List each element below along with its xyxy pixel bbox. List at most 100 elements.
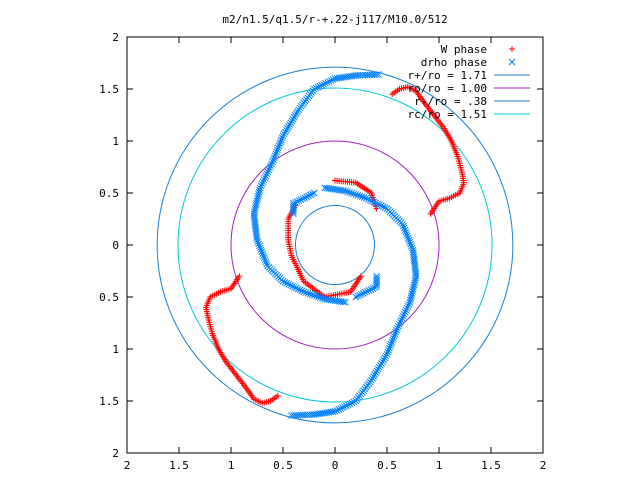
- drho-phase-point: [358, 290, 365, 298]
- w-phase-point: [509, 46, 515, 52]
- drho-phase-point: [267, 162, 275, 170]
- drho-phase-point: [348, 399, 356, 407]
- drho-phase-point: [382, 352, 390, 360]
- drho-phase-point: [369, 374, 376, 382]
- drho-phase-point: [374, 200, 381, 208]
- drho-phase-point: [331, 75, 339, 82]
- circles-layer: [156, 66, 514, 424]
- drho-phase-point: [270, 156, 277, 164]
- drho-phase-point: [305, 192, 312, 200]
- y-tick-label: 2: [112, 447, 119, 460]
- drho-phase-point: [365, 287, 373, 294]
- drho-phase-point: [398, 314, 406, 322]
- drho-phase-point: [257, 246, 265, 254]
- drho-phase-point: [403, 304, 411, 312]
- drho-phase-point: [316, 82, 324, 90]
- drho-phase-point: [402, 306, 410, 314]
- drho-phase-point: [360, 194, 368, 201]
- drho-phase-point: [377, 202, 385, 210]
- drho-phase-point: [297, 196, 305, 203]
- legend-label: r+/ro = 1.71: [408, 69, 487, 82]
- drho-phase-point: [387, 340, 395, 348]
- drho-phase-point: [405, 236, 413, 244]
- drho-phase-point: [281, 278, 289, 286]
- drho-phase-point: [264, 168, 272, 176]
- drho-phase-point: [397, 316, 405, 324]
- drho-phase-point: [366, 196, 374, 204]
- drho-phase-point: [342, 298, 349, 306]
- drho-phase-point: [400, 224, 408, 232]
- drho-phase-point: [287, 281, 294, 289]
- drho-phase-point: [260, 176, 268, 184]
- drho-phase-point: [342, 402, 350, 410]
- drho-phase-point: [403, 230, 410, 238]
- drho-phase-point: [370, 373, 377, 380]
- y-tick-label: 1: [112, 135, 119, 148]
- drho-phase-point: [352, 191, 360, 198]
- drho-phase-point: [381, 354, 389, 362]
- drho-phase-point: [276, 140, 284, 148]
- drho-phase-point: [404, 232, 411, 240]
- drho-phase-point: [399, 312, 407, 320]
- drho-phase-point: [396, 318, 404, 326]
- drho-phase-point: [262, 258, 270, 266]
- drho-phase-point: [339, 298, 347, 306]
- drho-phase-point: [400, 222, 407, 230]
- drho-phase-point: [368, 376, 375, 384]
- drho-phase-point: [409, 246, 417, 254]
- drho-phase-point: [302, 289, 310, 296]
- drho-phase-point: [395, 322, 402, 330]
- drho-phase-point: [291, 199, 299, 206]
- drho-phase-point: [273, 148, 280, 156]
- drho-phase-point: [312, 292, 320, 300]
- drho-phase-point: [284, 125, 291, 132]
- drho-phase-point: [257, 182, 265, 190]
- drho-phase-point: [268, 160, 275, 168]
- legend-label: drho phase: [421, 56, 487, 69]
- drho-phase-point: [408, 242, 415, 250]
- drho-phase-point: [339, 404, 346, 411]
- drho-phase-point: [362, 194, 370, 202]
- drho-phase-point: [289, 115, 297, 123]
- ref-circle: [230, 140, 440, 350]
- drho-phase-point: [253, 236, 261, 244]
- drho-phase-point: [395, 320, 403, 328]
- drho-phase-point: [408, 244, 416, 252]
- drho-phase-point: [289, 282, 296, 290]
- drho-phase-point: [275, 142, 283, 150]
- drho-phase-point: [350, 190, 358, 198]
- drho-phase-point: [259, 178, 267, 186]
- drho-phase-point: [346, 189, 353, 196]
- drho-phase-point: [261, 174, 269, 182]
- drho-phase-point: [346, 400, 354, 408]
- drho-phase-point: [319, 294, 326, 302]
- drho-phase-point: [272, 150, 280, 158]
- ticks-layer: 2 1.5 1 0.5 0 0.5 1 1.5 221.510.500.511.52: [99, 31, 546, 472]
- drho-phase-point: [279, 132, 287, 140]
- drho-phase-point: [376, 201, 383, 209]
- drho-phase-point: [391, 330, 399, 338]
- y-tick-label: 1.5: [99, 395, 119, 408]
- drho-phase-point: [409, 249, 417, 256]
- drho-phase-point: [287, 119, 295, 127]
- drho-phase-point: [405, 300, 413, 308]
- drho-phase-point: [376, 361, 384, 369]
- drho-phase-point: [407, 240, 414, 248]
- drho-phase-point: [333, 74, 341, 82]
- drho-phase-point: [315, 293, 322, 301]
- drho-phase-point: [253, 234, 261, 241]
- x-tick-label: 2: [124, 459, 131, 472]
- drho-phase-point: [263, 260, 270, 268]
- y-tick-label: 1.5: [99, 83, 119, 96]
- drho-phase-point: [314, 83, 322, 91]
- x-tick-label: 0: [332, 459, 339, 472]
- drho-phase-point: [335, 406, 343, 413]
- drho-phase-point: [303, 193, 310, 201]
- drho-phase-point: [371, 371, 379, 378]
- drho-phase-point: [364, 195, 372, 203]
- legend-label: rc/ro = 1.51: [408, 108, 487, 121]
- x-tick-label: 2: [540, 459, 547, 472]
- drho-phase-point: [283, 279, 291, 287]
- drho-phase-point: [406, 238, 414, 246]
